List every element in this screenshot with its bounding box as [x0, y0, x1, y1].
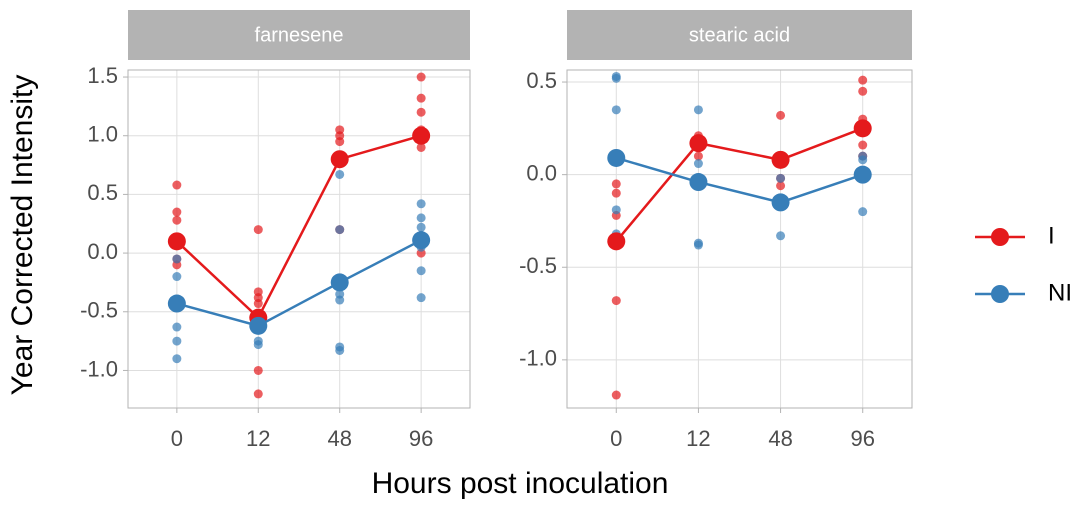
- observation: [172, 336, 182, 346]
- observation: [335, 225, 345, 235]
- legend-marker: [991, 228, 1009, 246]
- y-tick-label: 0.5: [526, 68, 557, 93]
- observation: [611, 296, 621, 306]
- observation: [253, 365, 263, 375]
- mean-point: [167, 294, 186, 313]
- panel-title: farnesene: [255, 24, 344, 46]
- y-tick-label: -1.0: [519, 346, 557, 371]
- x-tick-label: 0: [171, 426, 183, 451]
- mean-point: [330, 273, 349, 292]
- observation: [335, 137, 345, 147]
- panel-border: [127, 69, 471, 409]
- x-axis-title: Hours post inoculation: [372, 467, 669, 500]
- mean-point: [412, 231, 431, 250]
- mean-point: [689, 173, 708, 192]
- observation: [416, 142, 426, 152]
- mean-point: [853, 119, 872, 138]
- mean-point: [249, 316, 268, 335]
- observation: [253, 389, 263, 399]
- observation: [172, 354, 182, 364]
- y-tick-label: 1.0: [87, 122, 118, 147]
- mean-point: [167, 232, 186, 251]
- legend-marker: [991, 285, 1009, 303]
- observation: [611, 105, 621, 115]
- observation: [335, 295, 345, 305]
- mean-point: [607, 232, 626, 251]
- observation: [693, 240, 703, 250]
- observation: [693, 159, 703, 169]
- observation: [416, 107, 426, 117]
- mean-point: [853, 165, 872, 184]
- mean-point: [771, 150, 790, 169]
- x-tick-label: 48: [327, 426, 351, 451]
- observation: [335, 345, 345, 355]
- observation: [416, 93, 426, 103]
- observation: [416, 199, 426, 209]
- y-tick-label: 1.5: [87, 63, 118, 88]
- observation: [776, 231, 786, 241]
- observation: [611, 205, 621, 215]
- y-tick-label: -0.5: [80, 298, 118, 323]
- strip: [128, 10, 470, 60]
- observation: [416, 222, 426, 232]
- observation: [693, 105, 703, 115]
- observation: [172, 254, 182, 264]
- mean-line: [615, 156, 864, 204]
- panel-border: [566, 69, 913, 409]
- observation: [776, 110, 786, 120]
- observation: [858, 86, 868, 96]
- observation: [416, 266, 426, 276]
- x-tick-label: 96: [850, 426, 874, 451]
- mean-point: [771, 193, 790, 212]
- observation: [858, 207, 868, 217]
- observation: [172, 272, 182, 282]
- observation: [693, 151, 703, 161]
- observation: [611, 73, 621, 83]
- observation: [172, 215, 182, 225]
- mean-point: [412, 126, 431, 145]
- observation: [858, 75, 868, 85]
- y-tick-label: -0.5: [519, 253, 557, 278]
- y-tick-label: 0.0: [526, 160, 557, 185]
- observation: [858, 140, 868, 150]
- mean-line: [176, 239, 422, 328]
- mean-point: [330, 150, 349, 169]
- observation: [416, 293, 426, 303]
- observation: [611, 390, 621, 400]
- observation: [172, 207, 182, 217]
- observation: [172, 322, 182, 332]
- x-tick-label: 12: [246, 426, 270, 451]
- y-tick-label: -1.0: [80, 356, 118, 381]
- observation: [172, 180, 182, 190]
- x-tick-label: 12: [686, 426, 710, 451]
- mean-point: [607, 148, 626, 167]
- observation: [611, 188, 621, 198]
- y-tick-label: 0.0: [87, 239, 118, 264]
- legend-label: I: [1048, 222, 1055, 249]
- observation: [416, 213, 426, 223]
- mean-point: [689, 134, 708, 153]
- x-tick-label: 0: [610, 426, 622, 451]
- mean-line: [615, 127, 864, 243]
- observation: [776, 181, 786, 191]
- strip: [567, 10, 912, 60]
- observation: [253, 340, 263, 350]
- observation: [611, 179, 621, 189]
- observation: [253, 299, 263, 309]
- observation: [253, 225, 263, 235]
- y-axis-title: Year Corrected Intensity: [6, 75, 39, 396]
- observation: [416, 72, 426, 82]
- x-tick-label: 96: [409, 426, 433, 451]
- observation: [776, 173, 786, 183]
- observation: [858, 155, 868, 165]
- x-tick-label: 48: [768, 426, 792, 451]
- y-tick-label: 0.5: [87, 180, 118, 205]
- observation: [335, 169, 345, 179]
- mean-line: [176, 134, 422, 320]
- panel-title: stearic acid: [689, 24, 790, 46]
- legend-label: NI: [1048, 279, 1072, 306]
